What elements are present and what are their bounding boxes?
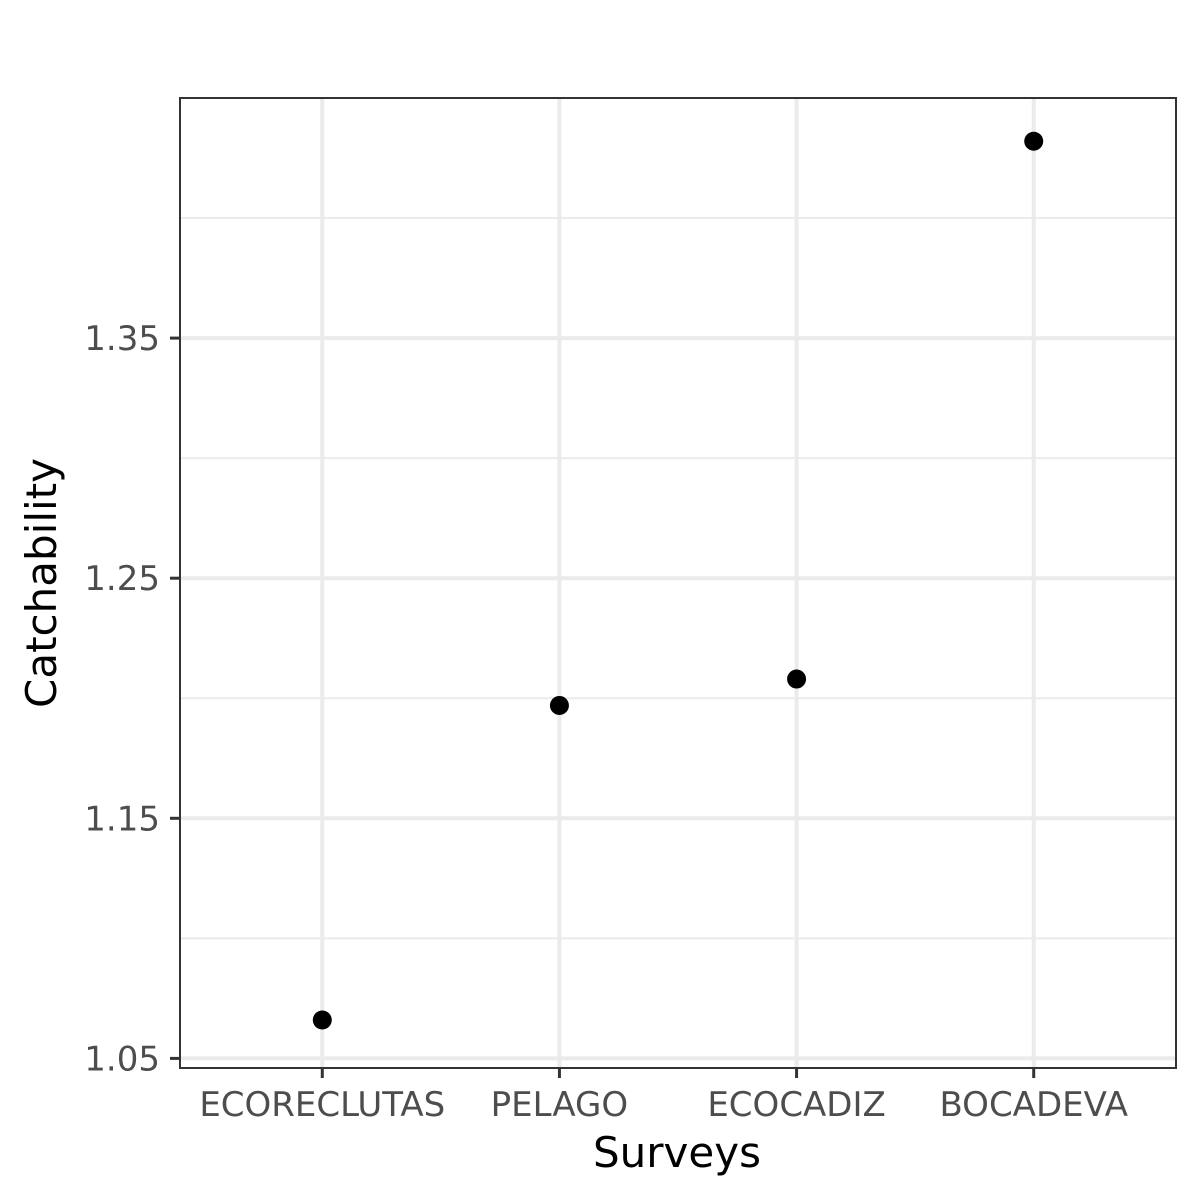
- y-axis: 1.05 1.15 1.25 1.35: [84, 319, 180, 1079]
- x-tick-label: ECOCADIZ: [707, 1085, 885, 1125]
- y-tick-label: 1.35: [84, 319, 160, 359]
- y-tick-label: 1.05: [84, 1039, 160, 1079]
- data-point-ecoreclutas: [312, 1010, 332, 1030]
- y-axis-title: Catchability: [17, 458, 66, 708]
- data-points: [312, 131, 1044, 1030]
- y-tick-label: 1.15: [84, 799, 160, 839]
- data-point-bocadeva: [1024, 131, 1044, 151]
- y-tick-label: 1.25: [84, 559, 160, 599]
- x-tick-label: BOCADEVA: [939, 1085, 1128, 1125]
- x-axis: ECORECLUTAS PELAGO ECOCADIZ BOCADEVA: [199, 1068, 1128, 1125]
- data-point-ecocadiz: [787, 669, 807, 689]
- data-point-pelago: [549, 695, 569, 715]
- minor-gridlines: [180, 217, 1176, 940]
- x-tick-label: ECORECLUTAS: [199, 1085, 445, 1125]
- major-gridlines: [180, 98, 1176, 1068]
- x-axis-title: Surveys: [593, 1128, 761, 1177]
- panel-border: [179, 97, 1177, 1069]
- x-tick-label: PELAGO: [491, 1085, 628, 1125]
